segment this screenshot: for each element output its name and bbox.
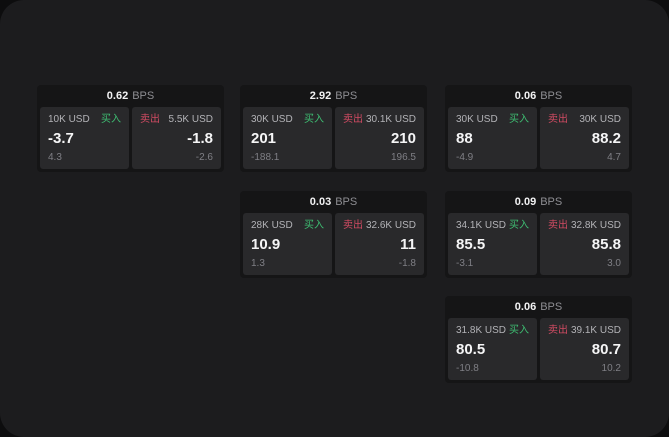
buy-delta: 1.3	[251, 258, 265, 269]
buy-price: 85.5	[456, 235, 486, 253]
spread-header: 0.06 BPS	[445, 296, 632, 318]
buy-amount-label: 10K USD	[48, 114, 90, 125]
spread-header: 0.62 BPS	[37, 85, 224, 107]
sell-side-label: 卖出	[548, 220, 568, 231]
sell-panel[interactable]: 卖出 32.8K USD 85.8 3.0	[540, 213, 629, 275]
buy-side-label: 买入	[509, 220, 529, 231]
quote-card: 0.06 BPS 31.8K USD 买入 80.5 -10.8 卖出 39.1…	[445, 296, 632, 383]
spread-unit: BPS	[132, 90, 155, 102]
quote-card: 2.92 BPS 30K USD 买入 201 -188.1 卖出 30.1K …	[240, 85, 427, 172]
buy-side-label: 买入	[304, 220, 324, 231]
buy-amount-label: 31.8K USD	[456, 325, 507, 336]
sell-price: 11	[400, 235, 416, 253]
buy-panel[interactable]: 30K USD 买入 201 -188.1	[243, 107, 332, 169]
spread-header: 2.92 BPS	[240, 85, 427, 107]
sell-panel[interactable]: 卖出 5.5K USD -1.8 -2.6	[132, 107, 221, 169]
sell-price: 80.7	[591, 340, 621, 358]
sell-side-label: 卖出	[343, 220, 363, 231]
sell-amount-label: 30.1K USD	[365, 114, 416, 125]
buy-amount-label: 30K USD	[456, 114, 498, 125]
sell-amount-label: 32.8K USD	[570, 220, 621, 231]
sell-amount-label: 30K USD	[579, 114, 621, 125]
spread-header: 0.03 BPS	[240, 191, 427, 213]
spread-value: 2.92	[309, 90, 332, 102]
spread-header: 0.06 BPS	[445, 85, 632, 107]
spread-header: 0.09 BPS	[445, 191, 632, 213]
spread-value: 0.09	[514, 196, 537, 208]
sell-side-label: 卖出	[548, 114, 568, 125]
sell-price: 85.8	[591, 235, 621, 253]
sell-delta: 196.5	[390, 152, 416, 163]
buy-price: 201	[251, 129, 277, 147]
spread-unit: BPS	[540, 90, 563, 102]
spread-value: 0.06	[514, 90, 537, 102]
buy-panel[interactable]: 10K USD 买入 -3.7 4.3	[40, 107, 129, 169]
buy-amount-label: 28K USD	[251, 220, 293, 231]
sell-price: -1.8	[187, 129, 213, 147]
sell-side-label: 卖出	[343, 114, 363, 125]
sell-amount-label: 32.6K USD	[365, 220, 416, 231]
sell-delta: 4.7	[607, 152, 621, 163]
sell-price: 210	[390, 129, 416, 147]
buy-price: -3.7	[48, 129, 74, 147]
spread-value: 0.62	[106, 90, 129, 102]
buy-delta: 4.3	[48, 152, 62, 163]
spread-unit: BPS	[335, 90, 358, 102]
buy-panel[interactable]: 30K USD 买入 88 -4.9	[448, 107, 537, 169]
buy-delta: -3.1	[456, 258, 474, 269]
sell-delta: 10.2	[601, 363, 621, 374]
quote-card: 0.09 BPS 34.1K USD 买入 85.5 -3.1 卖出 32.8K…	[445, 191, 632, 278]
sell-side-label: 卖出	[548, 325, 568, 336]
buy-amount-label: 30K USD	[251, 114, 293, 125]
sell-price: 88.2	[591, 129, 621, 147]
buy-panel[interactable]: 34.1K USD 买入 85.5 -3.1	[448, 213, 537, 275]
buy-price: 88	[456, 129, 473, 147]
buy-amount-label: 34.1K USD	[456, 220, 507, 231]
buy-price: 10.9	[251, 235, 281, 253]
buy-panel[interactable]: 31.8K USD 买入 80.5 -10.8	[448, 318, 537, 380]
buy-delta: -10.8	[456, 363, 479, 374]
sell-delta: 3.0	[607, 258, 621, 269]
sell-panel[interactable]: 卖出 39.1K USD 80.7 10.2	[540, 318, 629, 380]
buy-side-label: 买入	[509, 325, 529, 336]
buy-delta: -4.9	[456, 152, 474, 163]
buy-side-label: 买入	[509, 114, 529, 125]
spread-value: 0.06	[514, 301, 537, 313]
buy-side-label: 买入	[304, 114, 324, 125]
sell-panel[interactable]: 卖出 30.1K USD 210 196.5	[335, 107, 424, 169]
buy-price: 80.5	[456, 340, 486, 358]
sell-amount-label: 5.5K USD	[168, 114, 213, 125]
sell-side-label: 卖出	[140, 114, 160, 125]
sell-delta: -2.6	[195, 152, 213, 163]
quote-card: 0.06 BPS 30K USD 买入 88 -4.9 卖出 30K USD 8…	[445, 85, 632, 172]
sell-panel[interactable]: 卖出 30K USD 88.2 4.7	[540, 107, 629, 169]
spread-unit: BPS	[540, 196, 563, 208]
quote-card: 0.03 BPS 28K USD 买入 10.9 1.3 卖出 32.6K US…	[240, 191, 427, 278]
sell-amount-label: 39.1K USD	[570, 325, 621, 336]
sell-delta: -1.8	[398, 258, 416, 269]
buy-delta: -188.1	[251, 152, 280, 163]
spread-unit: BPS	[540, 301, 563, 313]
buy-side-label: 买入	[101, 114, 121, 125]
spread-value: 0.03	[309, 196, 332, 208]
quote-card: 0.62 BPS 10K USD 买入 -3.7 4.3 卖出 5.5K USD…	[37, 85, 224, 172]
sell-panel[interactable]: 卖出 32.6K USD 11 -1.8	[335, 213, 424, 275]
spread-unit: BPS	[335, 196, 358, 208]
buy-panel[interactable]: 28K USD 买入 10.9 1.3	[243, 213, 332, 275]
